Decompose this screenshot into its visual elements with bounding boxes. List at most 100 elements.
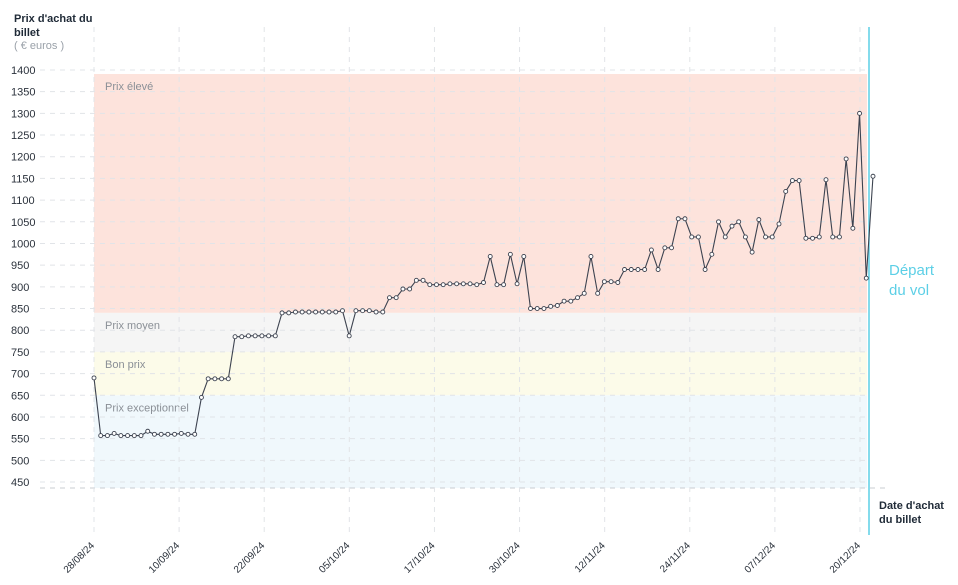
data-point[interactable] [266, 333, 272, 339]
data-point[interactable] [642, 267, 648, 272]
data-point[interactable] [434, 282, 439, 288]
data-point[interactable] [225, 376, 231, 382]
data-point[interactable] [541, 306, 547, 311]
data-point[interactable] [420, 277, 426, 283]
data-point[interactable] [756, 217, 762, 223]
data-point[interactable] [514, 281, 520, 287]
data-point[interactable] [232, 334, 238, 340]
data-point[interactable] [850, 225, 856, 231]
data-point[interactable] [91, 375, 97, 381]
data-point[interactable] [158, 431, 164, 437]
data-point[interactable] [689, 234, 695, 240]
data-point[interactable] [440, 282, 446, 288]
data-point[interactable] [695, 234, 701, 240]
data-point[interactable] [816, 234, 822, 240]
data-point[interactable] [622, 267, 627, 272]
data-point[interactable] [742, 234, 748, 240]
data-point[interactable] [293, 309, 298, 315]
data-point[interactable] [413, 277, 419, 283]
data-point[interactable] [716, 219, 721, 225]
data-point[interactable] [810, 235, 816, 241]
data-point[interactable] [460, 281, 466, 287]
data-point[interactable] [608, 279, 614, 285]
data-point[interactable] [125, 433, 131, 439]
data-point[interactable] [427, 282, 433, 288]
data-point[interactable] [131, 433, 137, 439]
data-point[interactable] [494, 282, 500, 288]
data-point[interactable] [635, 267, 641, 272]
data-point[interactable] [192, 431, 198, 437]
data-point[interactable] [252, 333, 258, 339]
data-point[interactable] [722, 234, 728, 240]
data-point[interactable] [299, 309, 305, 315]
data-point[interactable] [172, 431, 178, 437]
data-point[interactable] [843, 156, 849, 162]
data-point[interactable] [789, 178, 795, 184]
data-point[interactable] [595, 290, 601, 296]
data-point[interactable] [830, 234, 836, 240]
data-point[interactable] [467, 281, 473, 287]
data-point[interactable] [675, 216, 681, 222]
data-point[interactable] [326, 309, 332, 315]
data-point[interactable] [615, 280, 621, 285]
data-point[interactable] [340, 308, 345, 314]
data-point[interactable] [568, 298, 574, 304]
data-point[interactable] [360, 308, 366, 314]
data-point[interactable] [655, 267, 661, 272]
data-point[interactable] [548, 303, 554, 309]
data-point[interactable] [709, 251, 715, 257]
data-point[interactable] [702, 267, 708, 272]
data-point[interactable] [279, 310, 285, 316]
data-point[interactable] [581, 290, 587, 296]
data-point[interactable] [729, 223, 735, 229]
data-point[interactable] [628, 267, 634, 272]
data-point[interactable] [507, 251, 513, 257]
data-point[interactable] [246, 333, 251, 339]
data-point[interactable] [648, 247, 654, 253]
data-point[interactable] [857, 110, 863, 116]
data-point[interactable] [138, 433, 144, 439]
data-point[interactable] [588, 254, 594, 259]
data-point[interactable] [601, 279, 607, 285]
data-point[interactable] [501, 282, 507, 288]
data-point[interactable] [272, 333, 278, 339]
data-point[interactable] [393, 295, 399, 301]
data-point[interactable] [481, 280, 486, 285]
data-point[interactable] [306, 309, 312, 315]
data-point[interactable] [561, 298, 567, 304]
data-point[interactable] [447, 281, 453, 287]
data-point[interactable] [528, 306, 533, 311]
data-point[interactable] [319, 309, 325, 315]
data-point[interactable] [769, 234, 775, 240]
data-point[interactable] [803, 235, 809, 241]
data-point[interactable] [863, 275, 869, 281]
data-point[interactable] [487, 254, 493, 259]
data-point[interactable] [145, 428, 151, 434]
data-point[interactable] [387, 295, 392, 301]
data-point[interactable] [763, 234, 769, 240]
data-point[interactable] [662, 245, 668, 251]
data-point[interactable] [366, 308, 372, 314]
data-point[interactable] [259, 333, 265, 339]
data-point[interactable] [185, 431, 191, 437]
data-point[interactable] [454, 281, 460, 287]
data-point[interactable] [407, 286, 413, 292]
data-point[interactable] [870, 173, 876, 179]
data-point[interactable] [165, 431, 171, 437]
data-point[interactable] [682, 216, 688, 222]
data-point[interactable] [286, 310, 292, 316]
data-point[interactable] [783, 188, 789, 194]
data-point[interactable] [353, 308, 359, 314]
data-point[interactable] [205, 376, 211, 382]
data-point[interactable] [239, 334, 245, 340]
data-point[interactable] [104, 433, 110, 439]
data-point[interactable] [836, 234, 842, 240]
data-point[interactable] [521, 254, 527, 259]
data-point[interactable] [380, 309, 386, 315]
data-point[interactable] [118, 433, 124, 439]
data-point[interactable] [669, 245, 674, 251]
data-point[interactable] [575, 295, 580, 301]
data-point[interactable] [474, 282, 480, 288]
data-point[interactable] [776, 221, 782, 227]
data-point[interactable] [111, 430, 117, 436]
